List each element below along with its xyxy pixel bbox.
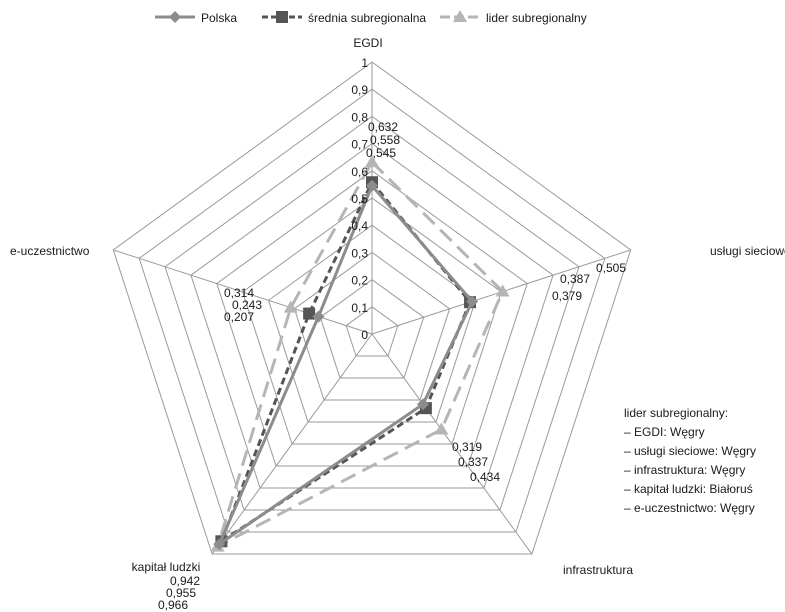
data-point-diamond xyxy=(466,295,479,308)
note-item: – infrastruktura: Węgry xyxy=(624,463,746,477)
data-label: 0,632 xyxy=(368,120,398,134)
note-item: – usługi sieciowe: Węgry xyxy=(624,444,757,458)
radial-tick-label: 0 xyxy=(361,328,368,342)
data-point-triangle xyxy=(495,284,510,297)
legend-label: średnia subregionalna xyxy=(308,11,426,25)
axis-label: EGDI xyxy=(353,36,382,50)
grid-ring xyxy=(164,115,580,511)
grid-ring xyxy=(112,61,632,555)
data-label: 0,505 xyxy=(596,261,626,275)
data-point-diamond xyxy=(366,179,378,192)
data-label: 0,337 xyxy=(458,455,488,469)
grid-ring xyxy=(345,306,399,357)
series-line-1 xyxy=(219,180,472,543)
grid-spoke xyxy=(371,333,533,555)
label-layer: 0 0,1 0,2 0,3 0,4 0,5 0,6 0,7 0,8 0,9 1 EGDI usługi … xyxy=(10,36,785,612)
data-point-diamond xyxy=(417,398,430,411)
data-label: 0,558 xyxy=(370,133,400,147)
data-point-diamond xyxy=(213,538,226,551)
radial-tick-label: 0,7 xyxy=(351,138,368,152)
data-label: 0,966 xyxy=(158,598,188,612)
data-point-triangle xyxy=(365,155,379,168)
subregional-leader-note: lider subregionalny: – EGDI: Węgry – usł… xyxy=(624,404,756,518)
data-label: 0,955 xyxy=(166,586,196,600)
data-point-triangle xyxy=(283,300,298,313)
grid-ring xyxy=(319,278,425,379)
radial-tick-label: 0,3 xyxy=(351,246,368,260)
radial-tick-label: 0,9 xyxy=(351,83,368,97)
axis-label: kapitał ludzki xyxy=(132,560,201,574)
grid-spoke xyxy=(211,333,373,555)
grid-ring xyxy=(190,142,554,489)
axis-label: e-uczestnictwo xyxy=(10,244,90,258)
legend: Polska średnia subregionalna lider subregi… xyxy=(155,10,587,25)
radial-tick-label: 0,6 xyxy=(351,165,368,179)
radial-tick-label: 0,1 xyxy=(351,301,368,315)
series-layer xyxy=(210,155,510,552)
data-point-triangle xyxy=(434,422,449,435)
data-point-square xyxy=(303,307,316,320)
radial-tick-label: 0,2 xyxy=(351,274,368,288)
data-label: 0,319 xyxy=(452,440,482,454)
data-label: 0,434 xyxy=(470,470,500,484)
data-point-diamond xyxy=(312,310,325,323)
grid-ring xyxy=(138,88,606,533)
series-line-0 xyxy=(217,184,474,546)
series-line-2 xyxy=(216,160,505,549)
data-point-square xyxy=(276,11,288,23)
grid-ring xyxy=(293,251,451,401)
radial-tick-label: 1 xyxy=(361,56,368,70)
radial-tick-label: 0,4 xyxy=(351,219,368,233)
radial-tick-label: 0,8 xyxy=(351,110,368,124)
data-point-diamond xyxy=(169,11,181,23)
data-label: 0,545 xyxy=(366,146,396,160)
note-item: – e-uczestnictwo: Węgry xyxy=(624,501,755,515)
data-label: 0,387 xyxy=(560,272,590,286)
note-item: – EGDI: Węgry xyxy=(624,425,705,439)
note-title: lider subregionalny: xyxy=(624,406,729,420)
legend-label: Polska xyxy=(201,11,237,25)
legend-label: lider subregionalny xyxy=(486,11,587,25)
grid-spoke xyxy=(113,249,373,335)
data-label: 0,314 xyxy=(224,286,254,300)
axis-label: usługi sieciowe xyxy=(710,244,785,258)
axis-label: infrastruktura xyxy=(563,563,633,577)
data-point-triangle xyxy=(453,10,467,22)
data-label: 0,379 xyxy=(552,289,582,303)
data-label: 0,207 xyxy=(224,310,254,324)
data-label: 0,942 xyxy=(170,574,200,588)
data-label: 0,243 xyxy=(232,298,262,312)
radial-tick-label: 0,5 xyxy=(351,192,368,206)
note-item: – kapitał ludzki: Białoruś xyxy=(624,482,753,496)
